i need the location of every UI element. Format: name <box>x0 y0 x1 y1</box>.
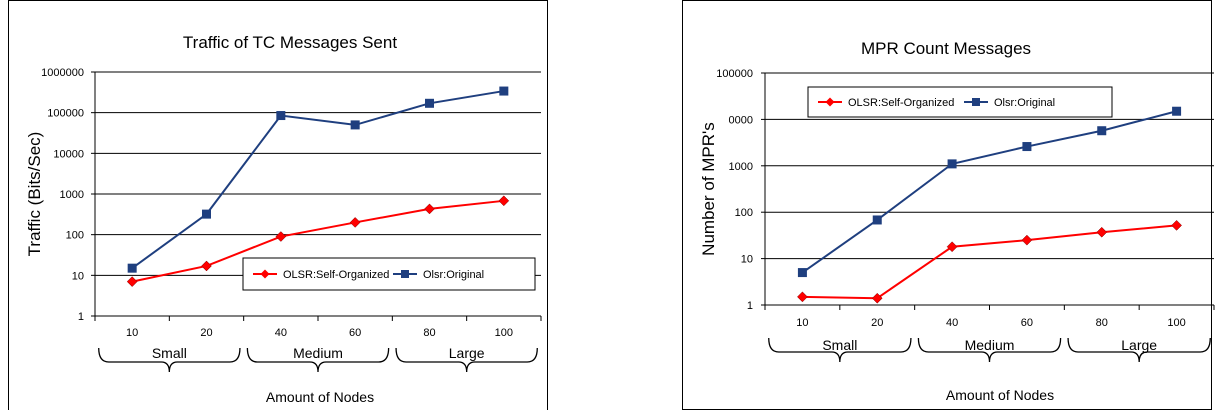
data-point <box>128 264 137 273</box>
data-point <box>873 215 882 224</box>
x-tick-label: 40 <box>275 327 287 339</box>
group-label: Medium <box>965 337 1015 353</box>
data-point <box>797 292 807 302</box>
data-point <box>1172 220 1182 230</box>
x-tick-label: 60 <box>1021 317 1033 329</box>
x-axis-label: Amount of Nodes <box>266 389 374 405</box>
x-tick-label: 80 <box>1096 317 1108 329</box>
x-tick-label: 80 <box>423 327 435 339</box>
x-tick-label: 60 <box>349 327 361 339</box>
series-line <box>802 111 1176 272</box>
data-point <box>425 204 435 214</box>
data-point <box>798 268 807 277</box>
series-line <box>132 91 504 268</box>
chart-title: Traffic of TC Messages Sent <box>183 33 397 52</box>
group-label: Small <box>152 345 187 361</box>
data-point <box>499 87 508 96</box>
legend-label: OLSR:Self-Organized <box>848 97 954 109</box>
y-axis-label: Traffic (Bits/Sec) <box>25 132 44 257</box>
data-point <box>1097 126 1106 135</box>
data-point <box>202 210 211 219</box>
y-axis-label: Number of MPR's <box>699 122 718 256</box>
data-point <box>1097 227 1107 237</box>
x-tick-label: 10 <box>126 327 138 339</box>
data-point <box>276 111 285 120</box>
data-point <box>499 196 509 206</box>
y-tick-label: 1 <box>747 300 753 312</box>
x-axis-label: Amount of Nodes <box>946 387 1054 403</box>
data-point <box>1022 142 1031 151</box>
group-label: Large <box>1121 337 1157 353</box>
legend-label: Olsr:Original <box>994 97 1055 109</box>
legend: OLSR:Self-Organized Olsr:Original <box>243 258 535 290</box>
y-tick-label: 100 <box>66 230 84 242</box>
y-tick-label: 10 <box>741 254 753 266</box>
series-line <box>802 225 1176 298</box>
chart-title: MPR Count Messages <box>861 39 1031 58</box>
y-tick-label: 10000 <box>53 148 84 160</box>
y-tick-label: 100000 <box>47 108 84 120</box>
data-point <box>351 120 360 129</box>
legend: OLSR:Self-Organized Olsr:Original <box>808 87 1112 117</box>
x-tick-label: 40 <box>946 317 958 329</box>
y-tick-label: 0000 <box>729 114 753 126</box>
legend-marker <box>972 98 980 106</box>
data-point <box>350 217 360 227</box>
group-label: Medium <box>293 345 343 361</box>
legend-marker <box>401 270 409 278</box>
x-tick-label: 20 <box>871 317 883 329</box>
group-label: Small <box>822 337 857 353</box>
data-point <box>127 277 137 287</box>
y-tick-label: 1000 <box>60 189 84 201</box>
x-tick-label: 100 <box>1167 317 1185 329</box>
data-point <box>276 232 286 242</box>
x-tick-label: 100 <box>495 327 513 339</box>
data-point <box>948 159 957 168</box>
x-tick-label: 20 <box>200 327 212 339</box>
y-tick-label: 1000 <box>729 161 753 173</box>
x-tick-label: 10 <box>796 317 808 329</box>
data-point <box>202 261 212 271</box>
data-point <box>1172 107 1181 116</box>
y-tick-label: 1000000 <box>41 67 84 79</box>
y-tick-label: 10 <box>72 270 84 282</box>
data-point <box>1022 235 1032 245</box>
chart-1: Traffic of TC Messages Sent 1 10 100 1000 100… <box>25 33 541 405</box>
y-tick-label: 100000 <box>716 68 753 80</box>
chart-2: MPR Count Messages 1 10 100 1000 0000 100000 10… <box>699 39 1214 403</box>
group-label: Large <box>449 345 485 361</box>
y-tick-label: 100 <box>735 207 753 219</box>
legend-label: Olsr:Original <box>423 269 484 281</box>
legend-label: OLSR:Self-Organized <box>283 269 389 281</box>
y-tick-label: 1 <box>78 311 84 323</box>
data-point <box>425 99 434 108</box>
